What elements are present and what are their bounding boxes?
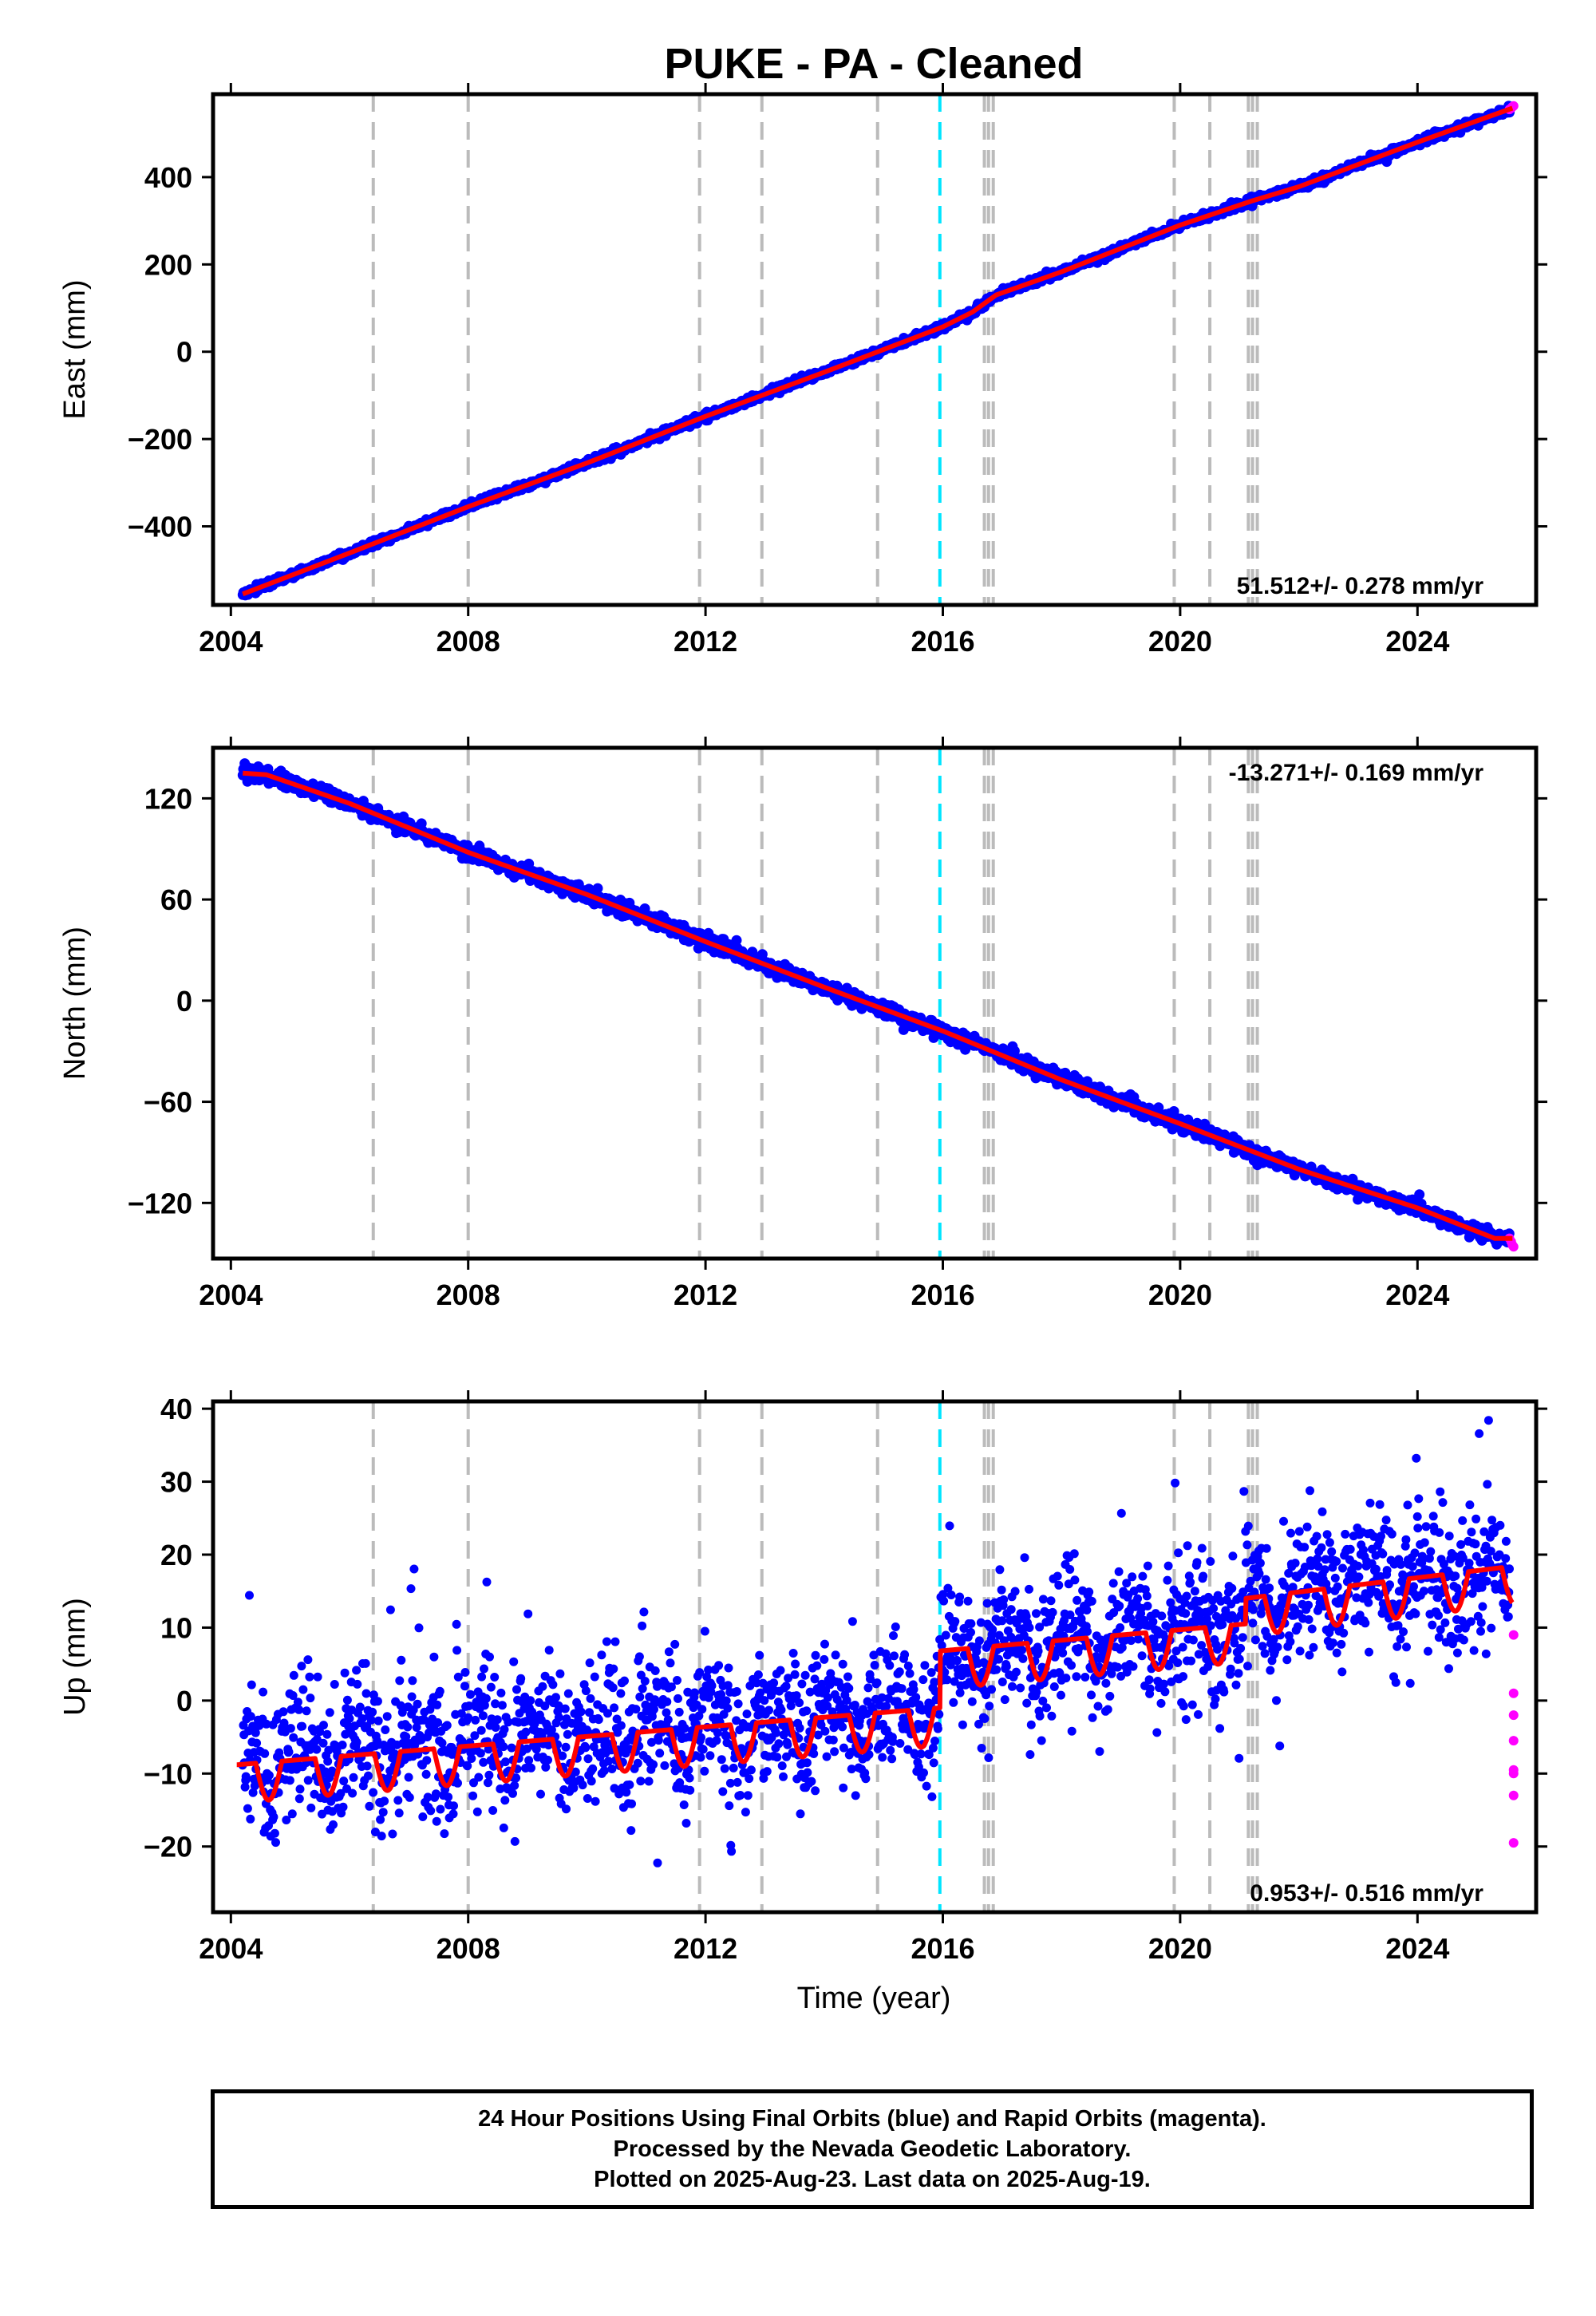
rapid-orbit-point bbox=[1508, 1769, 1519, 1779]
x-tick-label: 2024 bbox=[1385, 625, 1449, 658]
rapid-orbit-point bbox=[1508, 1710, 1519, 1721]
y-tick-label: −60 bbox=[144, 1086, 192, 1119]
y-tick-label: 0 bbox=[176, 336, 192, 369]
x-tick-label: 2016 bbox=[911, 1932, 974, 1965]
x-tick-label: 2016 bbox=[911, 625, 974, 658]
x-tick-label: 2016 bbox=[911, 1279, 974, 1311]
y-tick-label: 60 bbox=[160, 883, 192, 916]
y-axis-label: Up (mm) bbox=[58, 1598, 92, 1716]
footer-box: 24 Hour Positions Using Final Orbits (bl… bbox=[211, 2089, 1534, 2209]
y-axis-label: East (mm) bbox=[58, 279, 92, 419]
y-tick-label: −10 bbox=[144, 1757, 192, 1790]
x-tick-label: 2008 bbox=[437, 1279, 500, 1311]
rapid-orbit-point bbox=[1508, 1838, 1519, 1848]
rapid-orbit-point bbox=[1508, 1242, 1519, 1252]
velocity-rate-label: 51.512+/- 0.278 mm/yr bbox=[1237, 573, 1484, 599]
y-tick-label: 30 bbox=[160, 1466, 192, 1499]
rapid-orbit-point bbox=[1508, 1736, 1519, 1746]
y-tick-label: −400 bbox=[128, 511, 192, 543]
x-tick-label: 2004 bbox=[199, 625, 263, 658]
rapid-orbit-point bbox=[1508, 1688, 1519, 1698]
x-tick-label: 2012 bbox=[674, 625, 737, 658]
velocity-rate-label: 0.953+/- 0.516 mm/yr bbox=[1250, 1880, 1483, 1907]
y-tick-label: 0 bbox=[176, 985, 192, 1018]
y-tick-label: 0 bbox=[176, 1685, 192, 1717]
x-tick-label: 2024 bbox=[1385, 1932, 1449, 1965]
x-tick-label: 2020 bbox=[1148, 625, 1212, 658]
x-tick-label: 2012 bbox=[674, 1279, 737, 1311]
x-tick-label: 2020 bbox=[1148, 1279, 1212, 1311]
footer-line-1: 24 Hour Positions Using Final Orbits (bl… bbox=[478, 2106, 1266, 2132]
y-tick-label: 40 bbox=[160, 1393, 192, 1425]
x-tick-label: 2008 bbox=[437, 625, 500, 658]
x-tick-label: 2012 bbox=[674, 1932, 737, 1965]
north-panel: 2004 2008 2012 2016 2020 2024 −120 −60 0 60 120 Nor… bbox=[58, 737, 1547, 1311]
rapid-orbit-point bbox=[1508, 1630, 1519, 1640]
y-tick-label: 120 bbox=[144, 782, 192, 815]
east-panel: 2004 2008 2012 2016 2020 2024 −400 −200 0 200 400 E… bbox=[58, 83, 1547, 658]
y-tick-label: 200 bbox=[144, 248, 192, 281]
velocity-rate-label: -13.271+/- 0.169 mm/yr bbox=[1229, 760, 1484, 786]
model-fit-line bbox=[242, 770, 1513, 1241]
x-tick-label: 2004 bbox=[199, 1932, 263, 1965]
x-axis-label: Time (year) bbox=[797, 1982, 951, 2015]
y-axis-label: North (mm) bbox=[58, 927, 92, 1080]
y-tick-label: 10 bbox=[160, 1611, 192, 1644]
y-tick-label: −20 bbox=[144, 1831, 192, 1863]
footer-line-2: Processed by the Nevada Geodetic Laborat… bbox=[613, 2136, 1132, 2162]
plot-frame bbox=[211, 1399, 1539, 1915]
footer-line-3: Plotted on 2025-Aug-23. Last data on 202… bbox=[594, 2167, 1151, 2192]
x-tick-label: 2024 bbox=[1385, 1279, 1449, 1311]
plot-frame bbox=[211, 745, 1539, 1261]
y-tick-label: 20 bbox=[160, 1539, 192, 1571]
model-fit-line bbox=[242, 105, 1514, 597]
x-tick-label: 2020 bbox=[1148, 1932, 1212, 1965]
up-panel: 2004 2008 2012 2016 2020 2024 −20 −10 0 10 20 30 40 U… bbox=[58, 1390, 1547, 1965]
y-tick-label: −120 bbox=[128, 1187, 192, 1219]
x-tick-label: 2004 bbox=[199, 1279, 263, 1311]
rapid-orbit-point bbox=[1508, 1790, 1519, 1800]
model-fit-line bbox=[235, 1565, 1515, 1803]
y-tick-label: 400 bbox=[144, 161, 192, 194]
x-tick-label: 2008 bbox=[437, 1932, 500, 1965]
y-tick-label: −200 bbox=[128, 423, 192, 456]
chart-title: PUKE - PA - Cleaned bbox=[664, 40, 1083, 88]
plot-frame bbox=[211, 92, 1539, 607]
